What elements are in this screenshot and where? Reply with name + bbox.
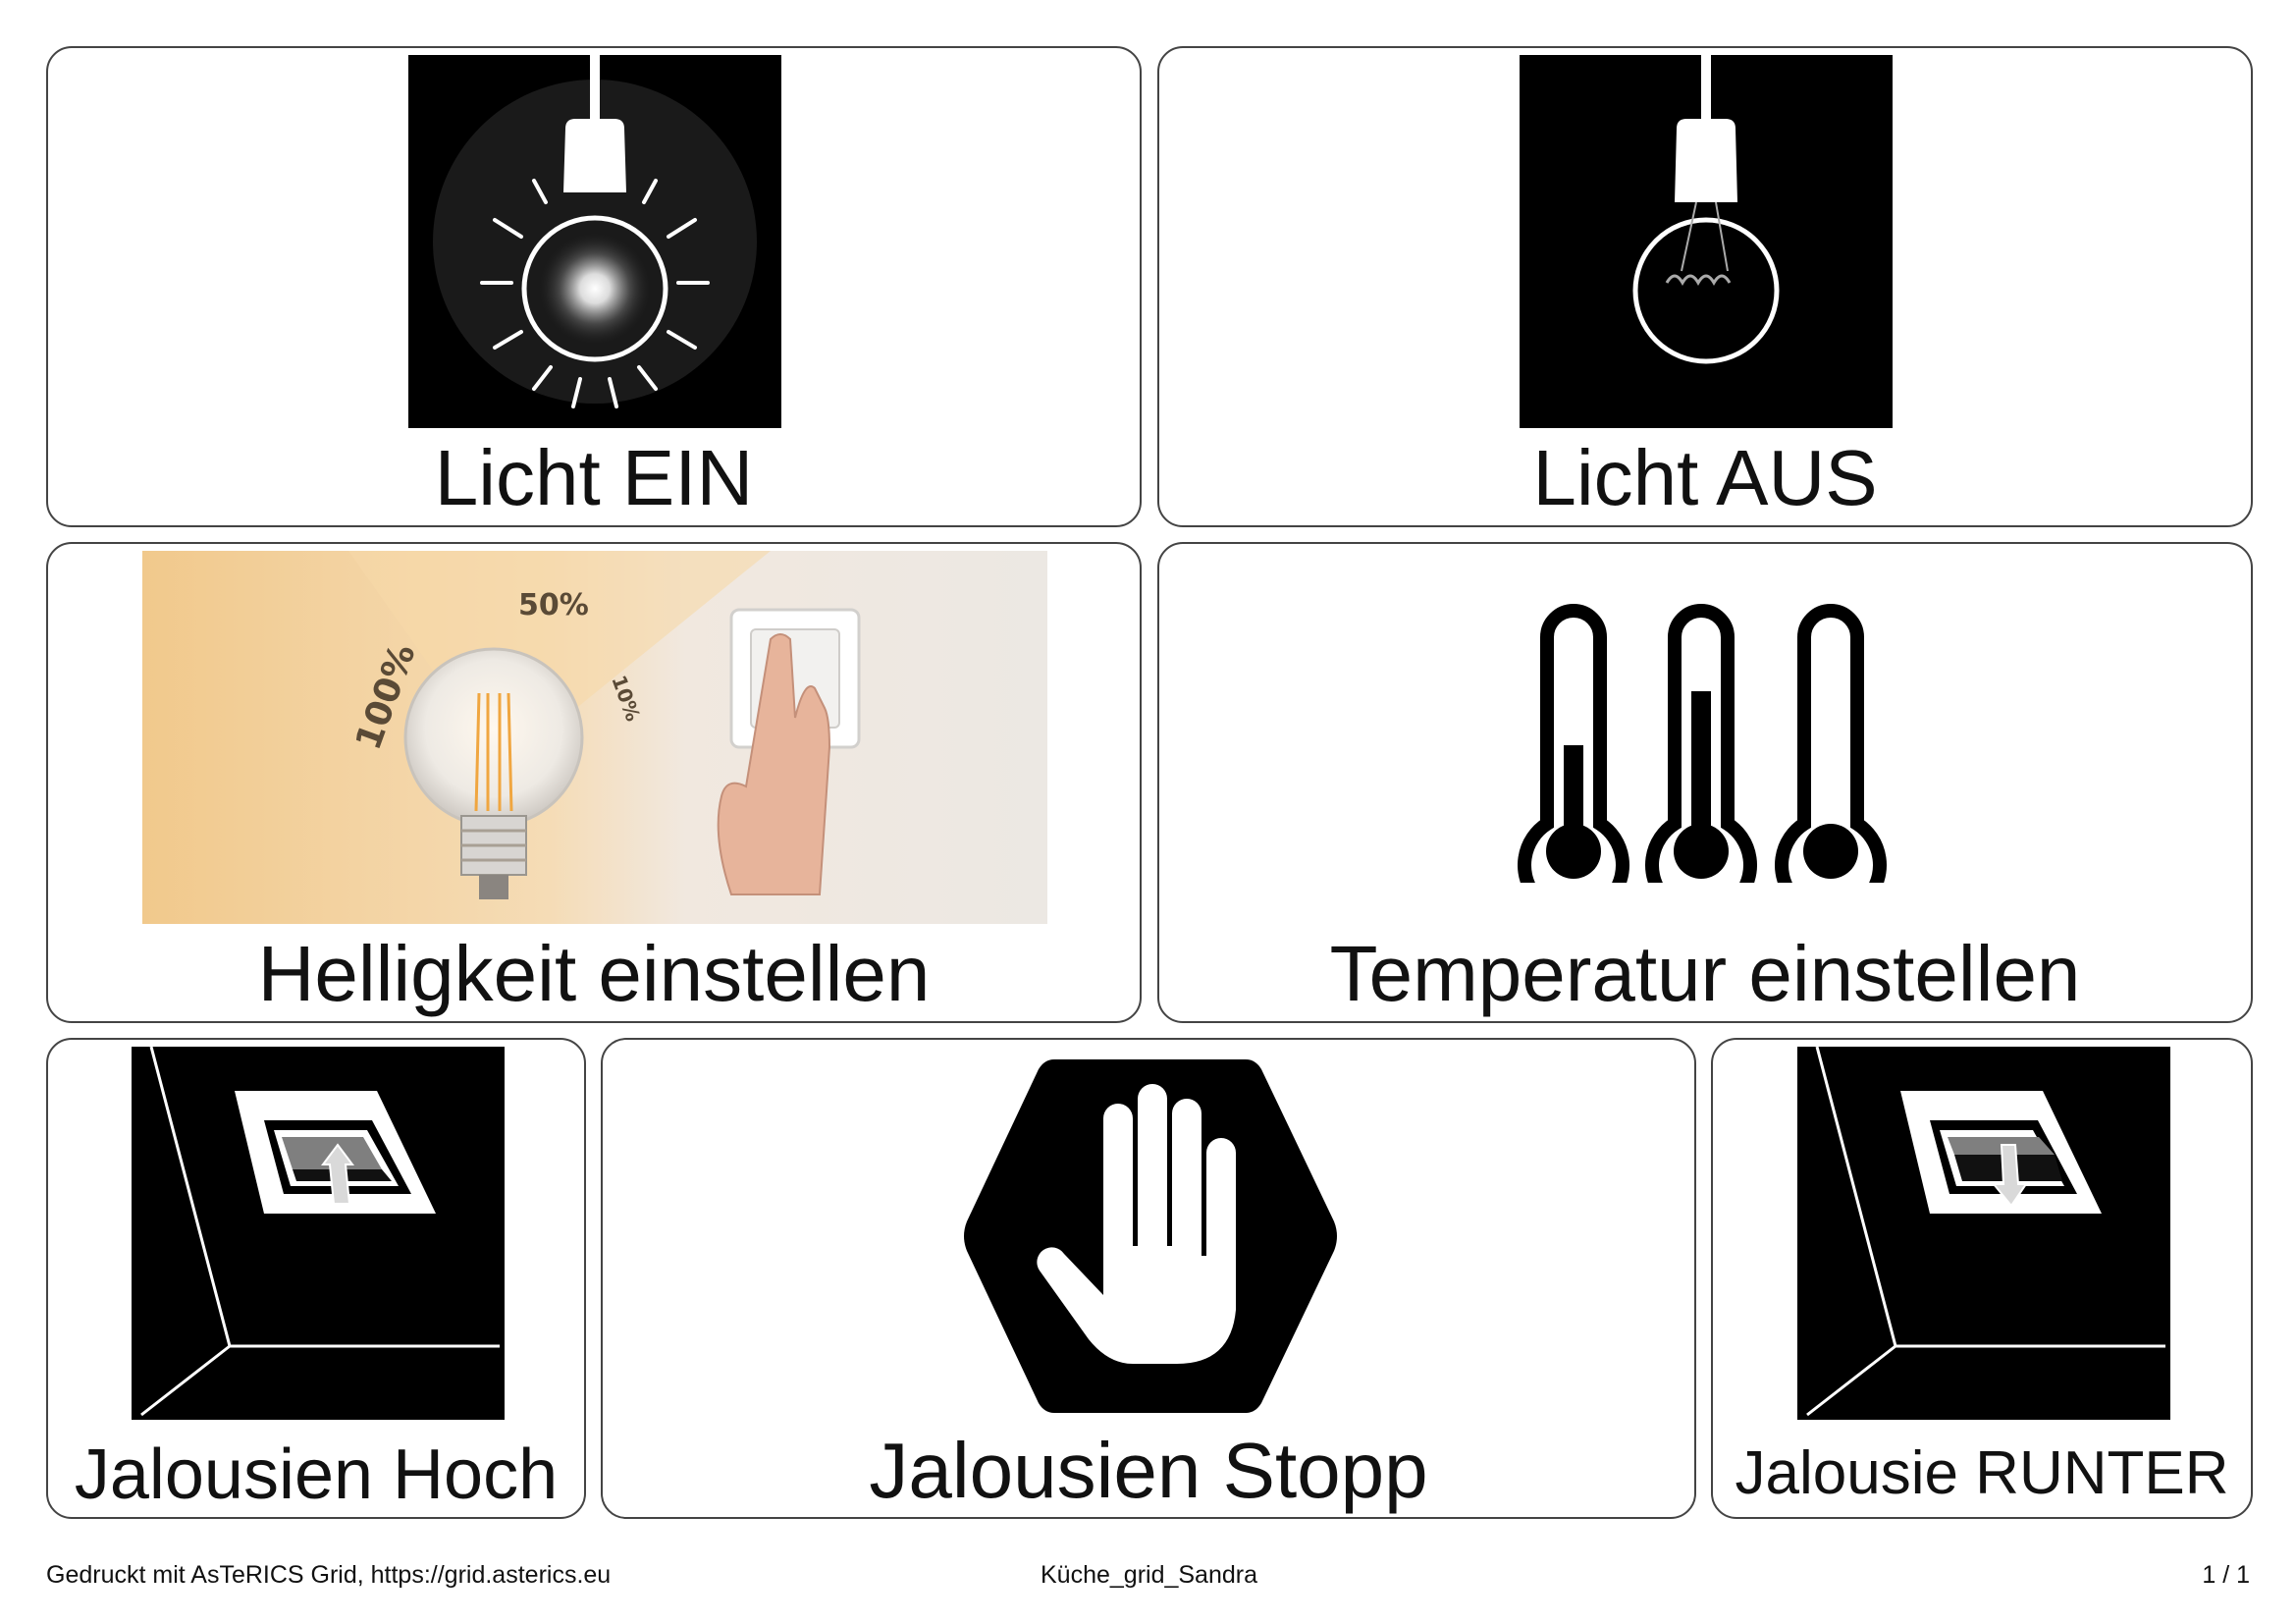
cell-label: Jalousien Stopp	[869, 1427, 1428, 1514]
photo-label-50: 50%	[518, 588, 589, 623]
cell-label: Licht AUS	[1532, 434, 1878, 521]
blinds-up-icon	[132, 1047, 505, 1420]
light-bulb-off-icon	[1520, 55, 1893, 428]
grid-cell-jalousien-stopp[interactable]: Jalousien Stopp	[601, 1038, 1696, 1519]
grid-cell-licht-aus[interactable]: Licht AUS	[1157, 46, 2253, 527]
grid-cell-helligkeit[interactable]: 50% 100% 10% Helligkeit einstellen	[46, 542, 1142, 1023]
grid-cell-jalousie-runter[interactable]: Jalousie RUNTER	[1711, 1038, 2253, 1519]
footer-grid-name: Küche_grid_Sandra	[1041, 1561, 1257, 1589]
grid-cell-licht-ein[interactable]: Licht EIN	[46, 46, 1142, 527]
cell-label: Licht EIN	[434, 434, 754, 521]
light-bulb-on-icon	[408, 55, 781, 428]
brightness-dimmer-photo: 50% 100% 10%	[142, 551, 1047, 924]
cell-label: Jalousie RUNTER	[1735, 1439, 2229, 1507]
stop-hand-icon	[961, 1059, 1340, 1413]
grid-cell-jalousien-hoch[interactable]: Jalousien Hoch	[46, 1038, 586, 1519]
footer-credit: Gedruckt mit AsTeRICS Grid, https://grid…	[46, 1561, 612, 1589]
thermometers-icon	[1518, 598, 1895, 883]
footer-page-number: 1 / 1	[2202, 1561, 2250, 1589]
cell-label: Temperatur einstellen	[1329, 930, 2081, 1017]
grid-cell-temperatur[interactable]: Temperatur einstellen	[1157, 542, 2253, 1023]
cell-label: Jalousien Hoch	[74, 1435, 559, 1514]
blinds-down-icon	[1797, 1047, 2170, 1420]
cell-label: Helligkeit einstellen	[257, 930, 931, 1017]
